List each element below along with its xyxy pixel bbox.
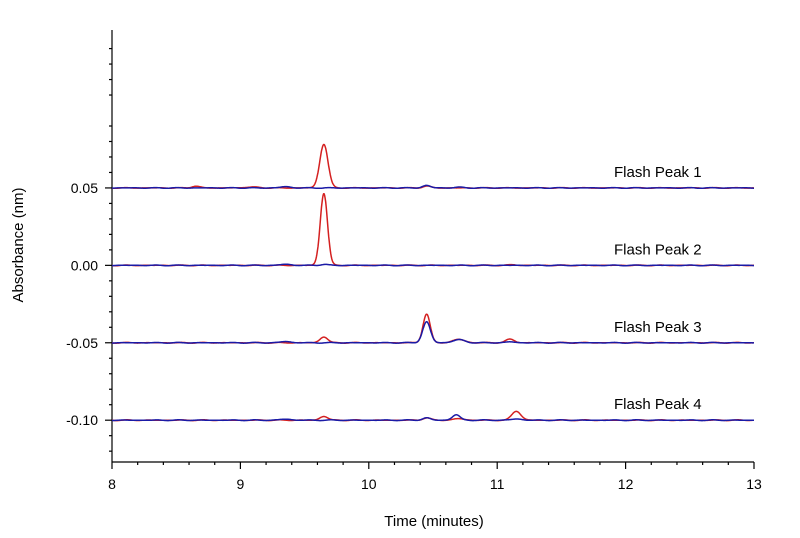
x-tick-label: 13 — [746, 476, 762, 492]
x-tick-label: 9 — [237, 476, 245, 492]
blue-trace — [111, 321, 755, 344]
x-tick-label: 8 — [108, 476, 116, 492]
blue-trace — [111, 414, 755, 422]
trace-label: Flash Peak 3 — [614, 319, 702, 336]
y-tick-label: -0.05 — [66, 335, 98, 351]
x-tick-label: 10 — [361, 476, 377, 492]
trace-label: Flash Peak 4 — [614, 396, 702, 413]
blue-trace — [111, 263, 755, 267]
y-tick-label: 0.05 — [71, 180, 98, 196]
y-tick-label: -0.10 — [66, 412, 98, 428]
trace-label: Flash Peak 1 — [614, 164, 702, 181]
y-tick-label: 0.00 — [71, 257, 98, 273]
labels: Flash Peak 1 Flash Peak 2 Flash Peak 3 Flas… — [614, 164, 702, 413]
blue-trace — [111, 184, 755, 190]
y-axis-title: Absorbance (nm) — [10, 187, 27, 302]
trace-group — [111, 193, 755, 267]
axes: 8 9 10 11 12 13 0.05 0.00 -0.05 -0.10 — [66, 30, 762, 492]
traces — [111, 143, 755, 422]
x-tick-label: 11 — [490, 476, 505, 492]
x-tick-label: 12 — [618, 476, 634, 492]
trace-group — [111, 143, 755, 190]
trace-group — [111, 410, 755, 422]
x-axis-title: Time (minutes) — [384, 513, 483, 530]
trace-label: Flash Peak 2 — [614, 241, 702, 258]
trace-group — [111, 313, 755, 344]
